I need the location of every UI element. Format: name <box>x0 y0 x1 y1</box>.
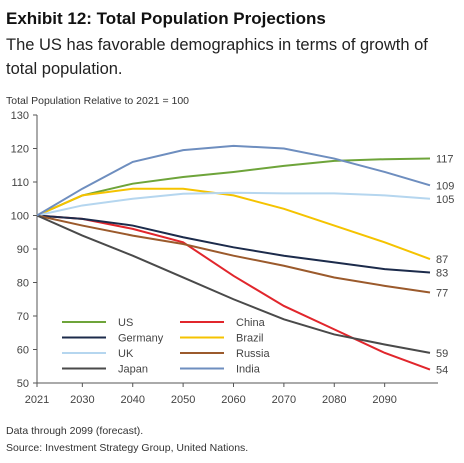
end-label: 109 <box>436 180 454 192</box>
legend-label: UK <box>118 348 134 360</box>
x-tick-label: 2040 <box>120 394 144 406</box>
y-tick-label: 100 <box>11 211 29 223</box>
y-tick-label: 50 <box>17 378 29 390</box>
x-tick-label: 2060 <box>221 394 245 406</box>
end-label: 105 <box>436 194 454 206</box>
subtitle: The US has favorable demographics in ter… <box>6 36 428 54</box>
y-tick-label: 120 <box>11 144 29 156</box>
series-line <box>36 214 431 274</box>
x-tick-label: 2090 <box>372 394 396 406</box>
y-axis-title: Total Population Relative to 2021 = 100 <box>6 95 189 107</box>
subtitle: total population. <box>6 60 123 78</box>
end-label: 54 <box>436 365 448 377</box>
series-line <box>36 187 431 260</box>
y-tick-label: 70 <box>17 311 29 323</box>
legend-label: India <box>236 364 261 376</box>
legend-label: Japan <box>118 364 148 376</box>
end-label: 83 <box>436 267 448 279</box>
y-tick-label: 80 <box>17 278 29 290</box>
legend-label: Russia <box>236 348 271 360</box>
legend-label: Brazil <box>236 333 264 345</box>
y-tick-label: 130 <box>11 110 29 122</box>
note: Source: Investment Strategy Group, Unite… <box>6 442 248 454</box>
series-line <box>36 144 431 217</box>
y-tick-label: 60 <box>17 345 29 357</box>
y-tick-label: 90 <box>17 244 29 256</box>
x-tick-label: 2021 <box>25 394 49 406</box>
series-line <box>36 214 431 294</box>
series-line <box>36 157 431 217</box>
note: Data through 2099 (forecast). <box>6 425 143 437</box>
legend-label: US <box>118 317 133 329</box>
legend-label: Germany <box>118 333 164 345</box>
y-tick-label: 110 <box>11 177 29 189</box>
x-tick-label: 2080 <box>322 394 346 406</box>
x-tick-label: 2070 <box>272 394 296 406</box>
legend-label: China <box>236 317 266 329</box>
end-label: 87 <box>436 254 448 266</box>
end-label: 59 <box>436 348 448 360</box>
series-line <box>36 214 431 354</box>
x-tick-label: 2030 <box>70 394 94 406</box>
series-line <box>36 214 431 371</box>
x-tick-label: 2050 <box>171 394 195 406</box>
end-label: 77 <box>436 288 448 300</box>
chart-title: Exhibit 12: Total Population Projections <box>6 9 326 28</box>
end-label: 117 <box>436 154 454 166</box>
series-line <box>36 191 431 217</box>
